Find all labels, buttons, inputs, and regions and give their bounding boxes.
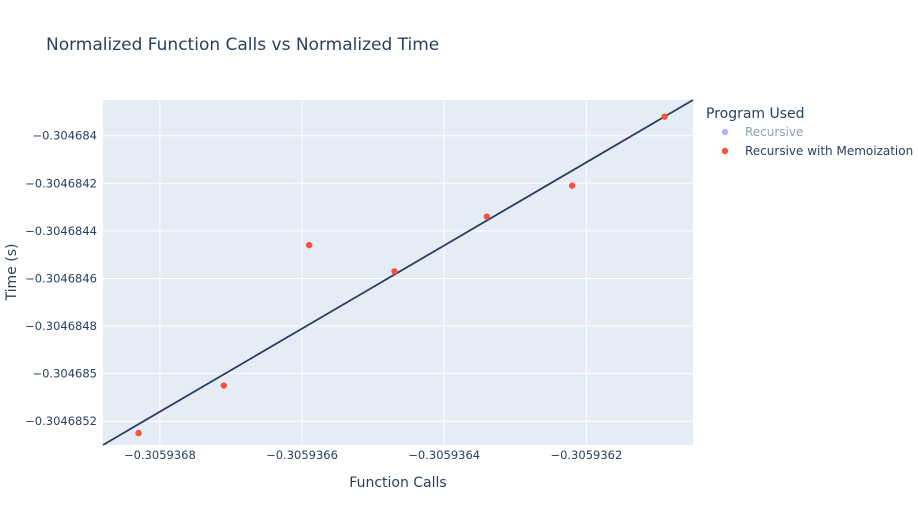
y-tick-label: −0.304684 [32,129,97,143]
y-axis-title: Time (s) [4,244,20,302]
trendline [102,99,694,446]
data-point[interactable] [661,113,668,120]
x-tick-label: −0.3059362 [550,448,622,462]
data-point[interactable] [305,241,313,249]
legend-label: Recursive [745,125,803,139]
x-tick-label: −0.3059368 [124,448,196,462]
legend-marker [721,147,729,155]
data-point[interactable] [135,429,142,437]
legend-title: Program Used [706,106,805,122]
legend-item[interactable]: Recursive with Memoization [721,144,913,158]
grid [103,100,693,445]
chart-title: Normalized Function Calls vs Normalized … [46,35,439,55]
y-tick-label: −0.3046844 [25,224,97,238]
x-axis-ticks: −0.3059368 −0.3059366 −0.3059364 −0.3059362 [124,448,622,462]
legend-label: Recursive with Memoization [745,144,913,158]
x-tick-label: −0.3059364 [408,448,480,462]
y-tick-label: −0.304685 [32,367,97,381]
x-axis-title: Function Calls [349,475,446,491]
legend-marker [721,128,729,136]
data-point[interactable] [220,382,228,389]
data-point[interactable] [391,268,398,275]
y-tick-label: −0.3046848 [25,319,97,333]
y-axis-ticks: −0.3046852 −0.304685 −0.3046848 −0.3046846 −… [25,129,97,429]
data-point[interactable] [483,213,491,220]
data-point[interactable] [568,182,576,189]
legend-item[interactable]: Recursive [721,125,804,139]
y-tick-label: −0.3046846 [25,271,97,285]
chart-marks [102,99,694,446]
y-tick-label: −0.3046842 [25,176,97,190]
legend: Recursive Recursive with Memoization [721,125,913,158]
x-tick-label: −0.3059366 [266,448,338,462]
y-tick-label: −0.3046852 [25,414,97,428]
